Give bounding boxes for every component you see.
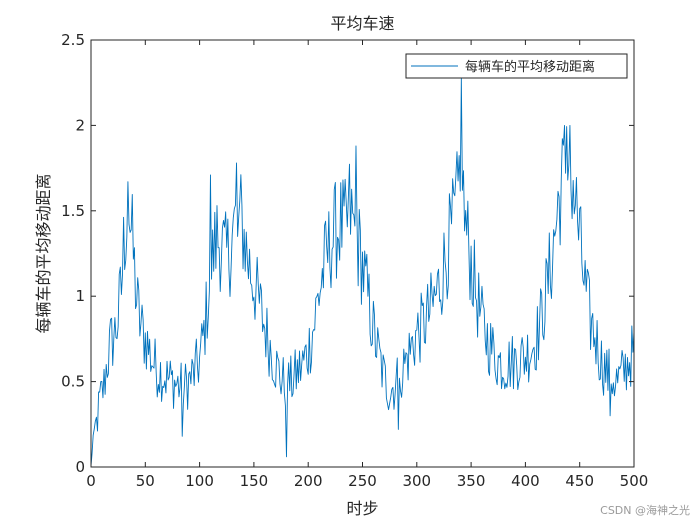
watermark: CSDN @海神之光: [600, 503, 690, 517]
chart-title: 平均车速: [330, 14, 394, 33]
y-axis-label: 每辆车的平均移动距离: [34, 173, 53, 333]
y-tick-label: 2.5: [61, 31, 85, 49]
x-tick-label: 500: [620, 472, 649, 490]
x-tick-label: 300: [402, 472, 431, 490]
x-tick-label: 50: [136, 472, 155, 490]
legend: 每辆车的平均移动距离: [405, 53, 628, 79]
x-tick-label: 100: [185, 472, 214, 490]
y-tick-label: 1: [75, 287, 85, 305]
x-tick-label: 150: [240, 472, 269, 490]
x-axis-label: 时步: [346, 499, 378, 518]
ticks-layer: 0 50 100 150 200 250 300 350 400 450 500 0 0.5 1 1.5 2 2…: [61, 31, 648, 490]
series-line: [90, 77, 635, 466]
x-tick-label: 400: [511, 472, 540, 490]
x-tick-label: 450: [565, 472, 594, 490]
x-tick-label: 200: [294, 472, 323, 490]
y-tick-label: 0.5: [61, 373, 85, 391]
y-tick-label: 0: [75, 458, 85, 476]
y-tick-label: 2: [75, 116, 85, 134]
y-tick-label: 1.5: [61, 202, 85, 220]
legend-entry-label: 每辆车的平均移动距离: [465, 59, 595, 75]
x-tick-label: 250: [348, 472, 377, 490]
x-tick-label: 0: [86, 472, 96, 490]
x-tick-label: 350: [457, 472, 486, 490]
series-layer: [90, 77, 635, 466]
